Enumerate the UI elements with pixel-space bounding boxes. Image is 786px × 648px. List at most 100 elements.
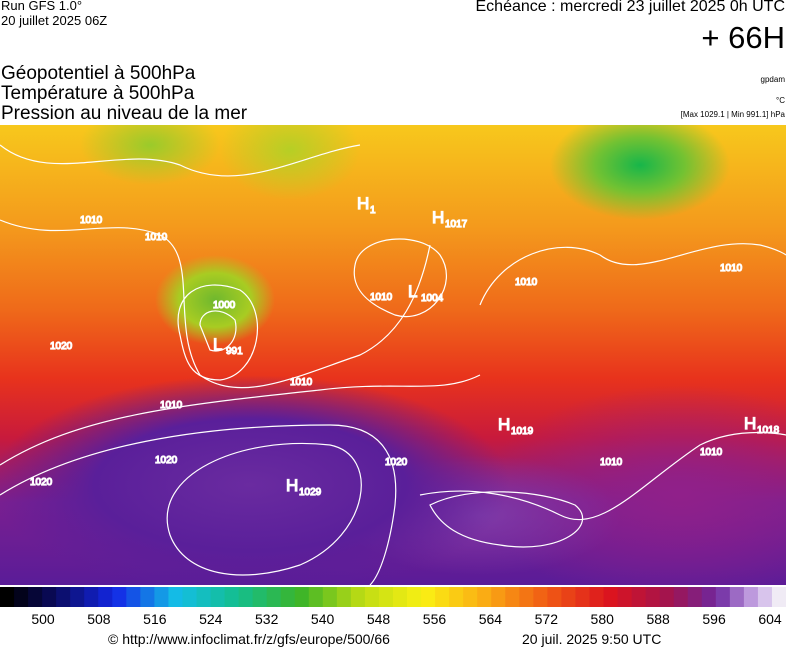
center-value: 1: [370, 205, 376, 216]
center-type: L: [213, 335, 222, 354]
title: Géopotentiel à 500hPa: [1, 63, 196, 84]
isobar: [166, 442, 362, 576]
colorbar-swatch: [575, 587, 590, 607]
colorbar-swatch: [196, 587, 212, 607]
colorbar-label: 564: [479, 611, 503, 627]
colorbar-label: 508: [87, 611, 111, 627]
colorbar-swatch: [336, 587, 352, 607]
footer-url: © http://www.infoclimat.fr/z/gfs/europe/…: [108, 631, 390, 647]
colorbar-swatch: [407, 587, 422, 607]
colorbar-swatch: [238, 587, 254, 607]
isobar: [0, 374, 481, 466]
colorbar-swatch: [42, 587, 57, 607]
colorbar-swatch: [589, 587, 605, 607]
colorbar-label: 540: [311, 611, 335, 627]
colorbar-swatch: [505, 587, 520, 607]
colorbar-swatch: [140, 587, 155, 607]
isobar-label: 1010: [80, 215, 103, 226]
colorbar-swatch: [743, 587, 759, 607]
isobar-label: 1010: [160, 400, 183, 411]
title: Température à 500hPa: [1, 83, 195, 104]
colorbar-swatch: [547, 587, 562, 607]
colorbar-swatch: [70, 587, 85, 607]
colorbar-swatch: [28, 587, 43, 607]
colorbar-swatch: [112, 587, 127, 607]
colorbar-swatch: [364, 587, 380, 607]
isobar: [0, 424, 397, 585]
colorbar-swatch: [56, 587, 71, 607]
colorbar-swatch: [350, 587, 366, 607]
colorbar-swatch: [421, 587, 436, 607]
colorbar-swatch: [322, 587, 338, 607]
colorbar-label: 580: [591, 611, 615, 627]
colorbar-swatch: [687, 587, 703, 607]
isobar-label: 1000: [213, 300, 236, 311]
center-value: 1018: [757, 425, 780, 436]
colorbar-swatch: [210, 587, 226, 607]
center-value: 991: [226, 346, 243, 357]
center-type: H: [357, 194, 369, 213]
colorbar-swatch: [645, 587, 661, 607]
center-value: 1019: [511, 426, 534, 437]
colorbar-label: 604: [758, 611, 782, 627]
colorbar-swatch: [126, 587, 141, 607]
colorbar-swatch: [701, 587, 717, 607]
colorbar-swatch: [168, 587, 183, 607]
center-value: 1017: [445, 219, 468, 230]
colorbar-swatch: [729, 587, 745, 607]
colorbar-swatch: [673, 587, 689, 607]
colorbar-swatch: [0, 587, 15, 607]
colorbar-label: 532: [255, 611, 279, 627]
unit: °C: [776, 96, 785, 105]
isobar-label: 1010: [720, 263, 743, 274]
center-type: H: [432, 208, 444, 227]
colorbar-swatch: [631, 587, 647, 607]
colorbar-swatch: [154, 587, 169, 607]
colorbar-swatch: [14, 587, 29, 607]
colorbar-swatch: [224, 587, 240, 607]
colorbar-label: 596: [702, 611, 726, 627]
colorbar-swatch: [491, 587, 506, 607]
colorbar-swatch: [715, 587, 731, 607]
center-type: H: [498, 415, 510, 434]
colorbar-swatch: [98, 587, 113, 607]
colorbar-swatch: [182, 587, 197, 607]
center-type: L: [408, 282, 417, 301]
title: Pression au niveau de la mer: [1, 103, 248, 124]
colorbar-swatch: [308, 587, 324, 607]
colorbar-label: 572: [535, 611, 559, 627]
colorbar-swatch: [771, 587, 786, 607]
colorbar-swatch: [617, 587, 633, 607]
colorbar-swatch: [519, 587, 534, 607]
run: Run GFS 1.0°: [1, 0, 83, 13]
colorbar-swatch: [477, 587, 492, 607]
isobar-label: 1020: [30, 477, 53, 488]
colorbar: 500 508 516 524 532 540 548 556 564 572 580 588 596 6…: [0, 587, 786, 627]
colorbar-label: 500: [31, 611, 55, 627]
isobar: [177, 284, 258, 381]
isobar-label: 1010: [370, 292, 393, 303]
isobar: [419, 431, 786, 521]
colorbar-label: 556: [423, 611, 447, 627]
isobar-label: 1020: [50, 341, 73, 352]
colorbar-swatch: [252, 587, 268, 607]
isobar-label: 1020: [385, 457, 408, 468]
colorbar-swatch: [435, 587, 450, 607]
map: H 1017 H 1 L 1004 L 991 H 1019 H 1018 H 1029 1010 1010 1…: [0, 125, 786, 585]
colorbar-label: 548: [367, 611, 391, 627]
isobar-label: 1010: [290, 377, 313, 388]
echeance: Echéance : mercredi 23 juillet 2025 0h U…: [475, 0, 786, 15]
isobar: [199, 310, 237, 352]
run-date: 20 juillet 2025 06Z: [1, 13, 108, 28]
colorbar-swatch: [294, 587, 310, 607]
colorbar-swatch: [378, 587, 394, 607]
colorbar-swatch: [603, 587, 619, 607]
isobar: [479, 243, 786, 306]
colorbar-swatch: [449, 587, 464, 607]
isobar-label: 1010: [700, 447, 723, 458]
source: gpdam: [760, 75, 785, 84]
colorbar-swatch: [266, 587, 282, 607]
center-type: H: [744, 414, 756, 433]
